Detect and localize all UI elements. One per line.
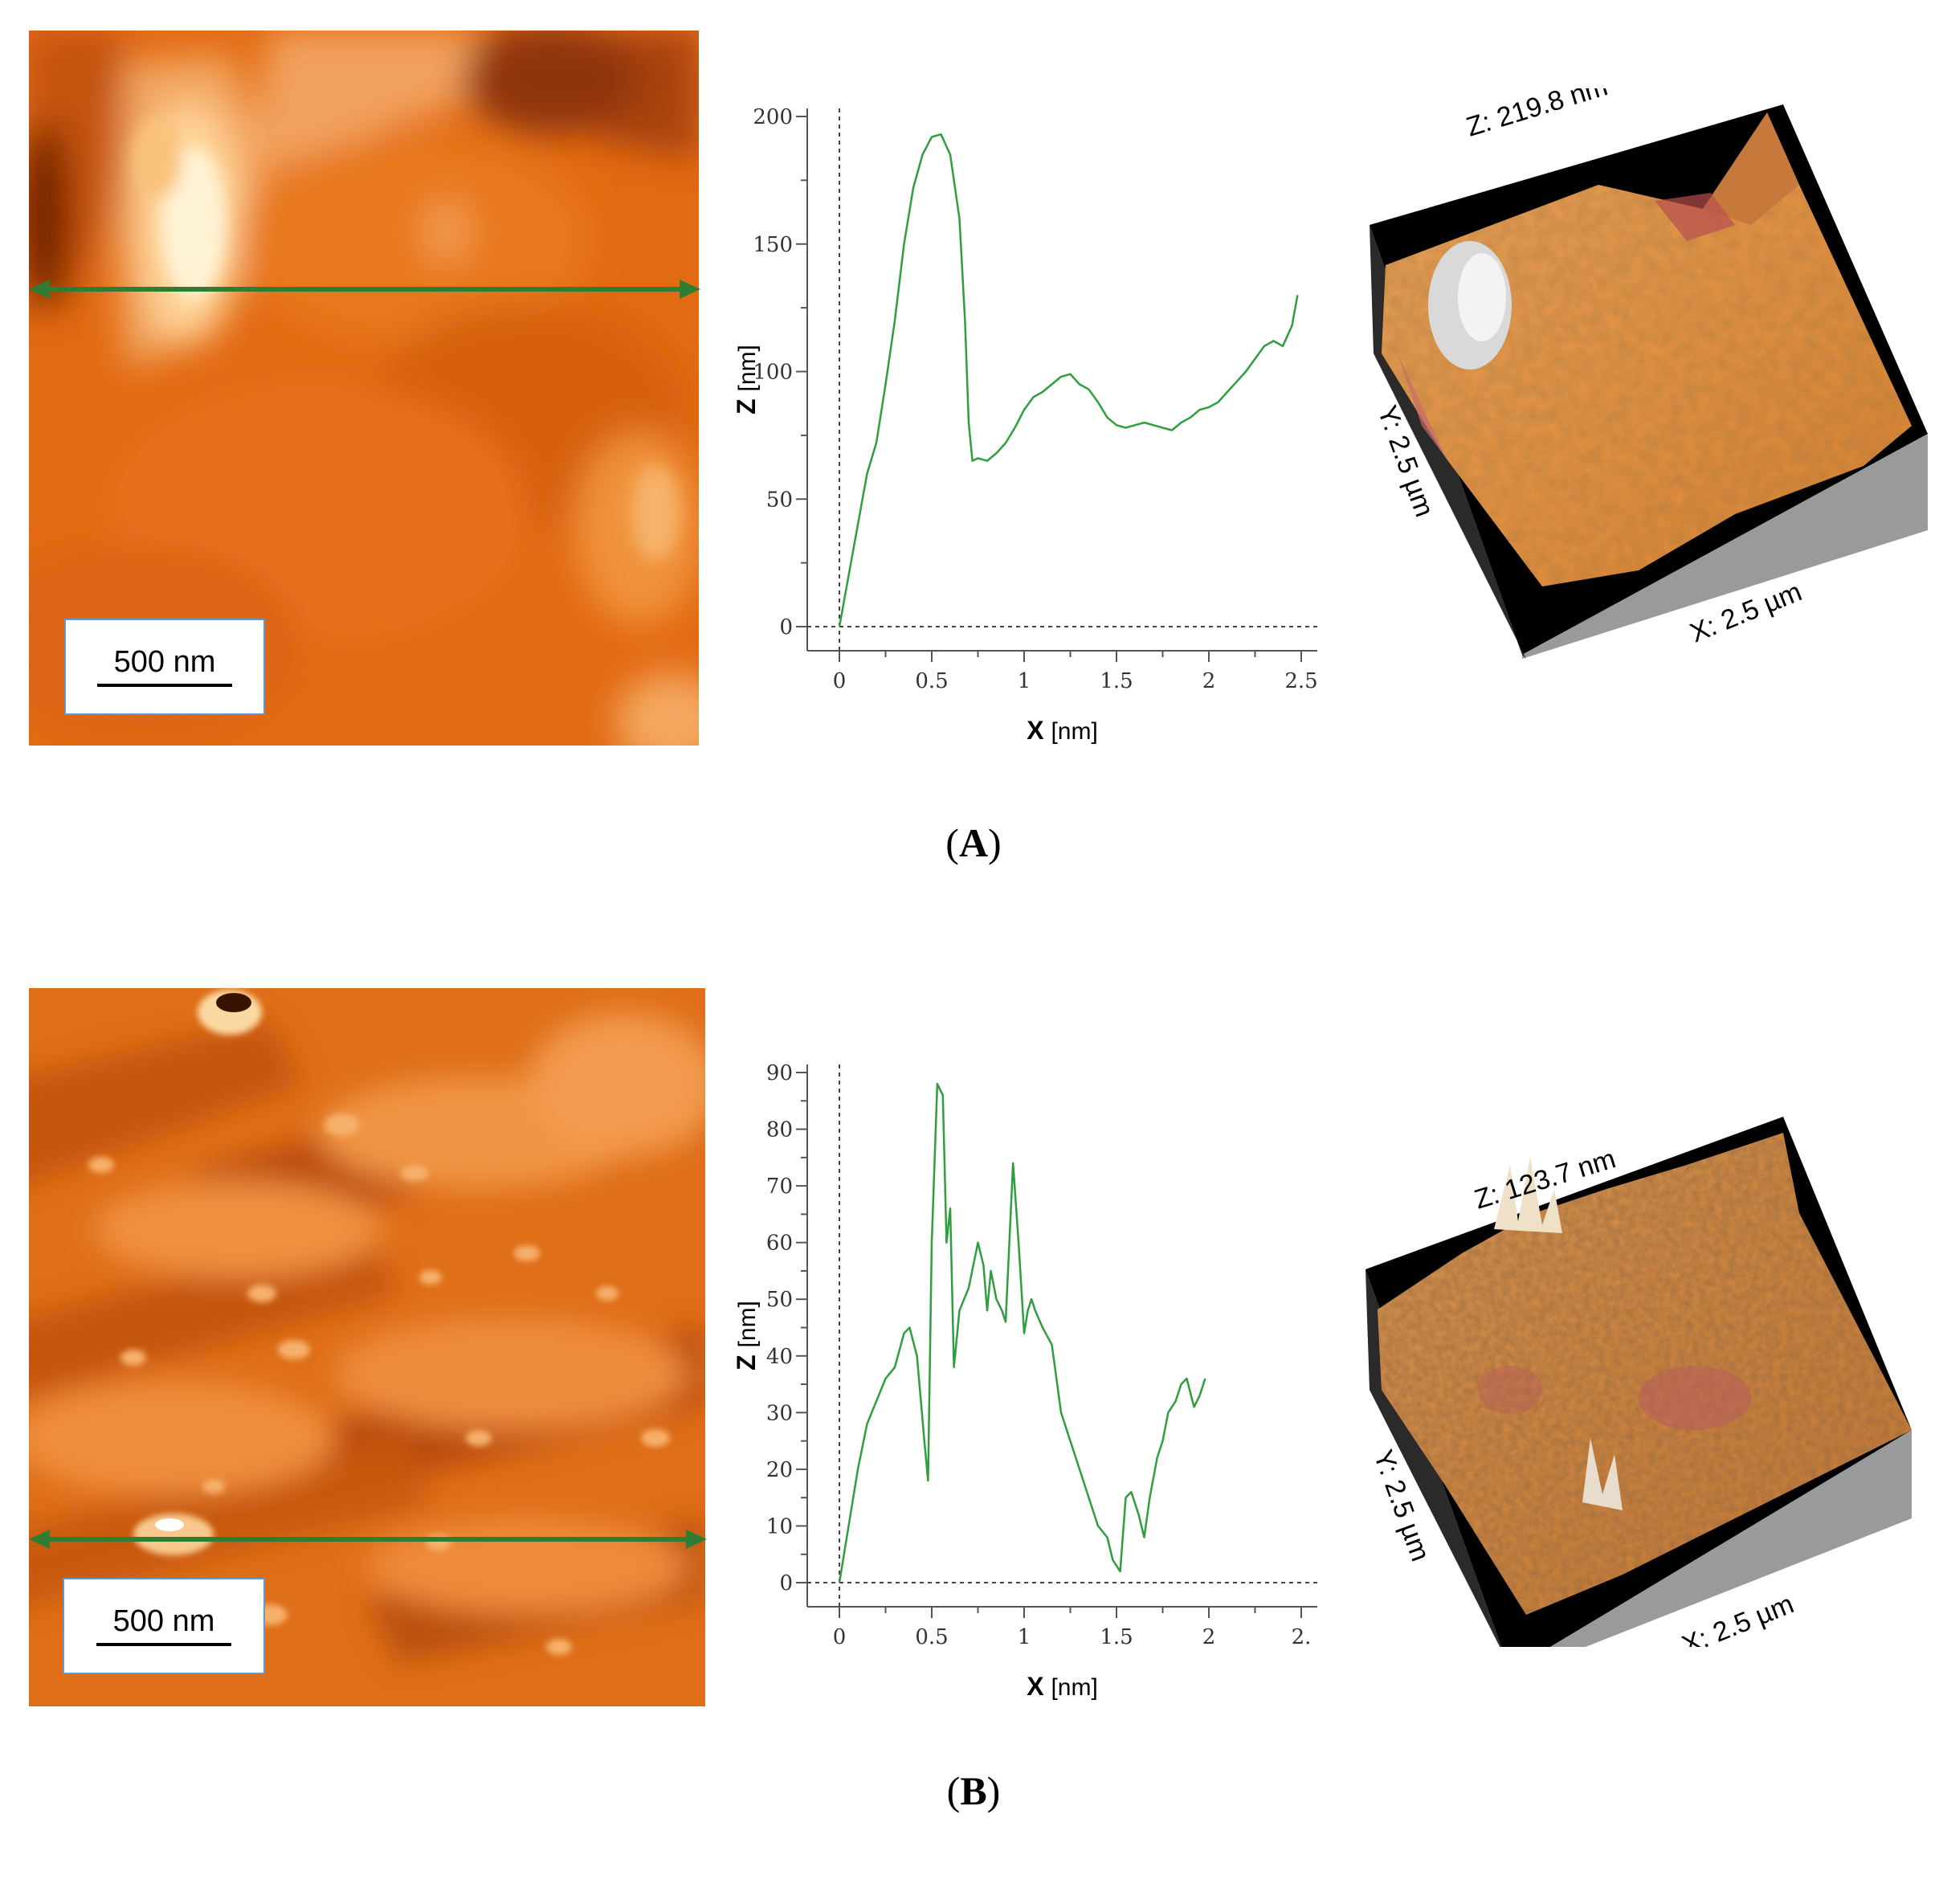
y-axis-title: Z [nm]	[732, 1301, 761, 1371]
scan-line-arrow	[29, 1530, 707, 1549]
y-axis-label: Z	[732, 391, 761, 414]
x-tick-label: 0	[833, 1625, 847, 1649]
height-profile-line	[838, 133, 1299, 627]
afm-3d-perspective: Z: 123.7 nm Y: 2.5 µm X: 2.5 µm	[1365, 1117, 1912, 1647]
scale-bar-label: 500 nm	[112, 1604, 215, 1638]
x-tick-label: 2.5	[1284, 669, 1317, 693]
scale-bar-box: 500 nm	[64, 619, 265, 715]
y-axis-unit: [nm]	[734, 345, 761, 391]
y-tick-label: 0	[779, 1571, 793, 1596]
y-tick-label: 10	[766, 1514, 793, 1538]
y-tick-label: 30	[766, 1401, 793, 1425]
y-tick-label: 50	[766, 1288, 793, 1312]
y-tick-label: 150	[753, 233, 793, 257]
y-axis-title: Z [nm]	[732, 345, 761, 415]
scale-bar	[96, 1643, 231, 1646]
y-tick-label: 90	[766, 1061, 793, 1085]
x-tick-label: 0	[833, 669, 847, 693]
x-tick-label: 2	[1202, 1625, 1216, 1649]
x-tick-label: 1	[1018, 1625, 1031, 1649]
z-range-label: Z: 219.8 nm	[1463, 88, 1611, 143]
panel-a: 500 nm 0 50 100 150 200 0 0.5 1 1.5 2 2.5 X [nm] Z […	[0, 0, 1939, 948]
scale-bar-label: 500 nm	[113, 645, 216, 679]
y-tick-label: 80	[766, 1118, 793, 1142]
x-axis-title: X [nm]	[1027, 716, 1098, 745]
afm-3d-perspective: Z: 219.8 nm Y: 2.5 µm X: 2.5 µm	[1370, 88, 1928, 659]
panel-b: 500 nm 0 10 20 30 40 50 60 70 80 90 0 0.5 1 1.5 2 2. X […	[0, 956, 1939, 1904]
x-axis-unit: [nm]	[1051, 1674, 1097, 1701]
x-tick-label: 0.5	[915, 669, 948, 693]
x-tick-label: 1	[1018, 669, 1031, 693]
y-tick-label: 100	[753, 361, 793, 385]
height-profile-line	[838, 1082, 1206, 1583]
y-tick-label: 40	[766, 1345, 793, 1369]
y-tick-label: 0	[779, 615, 793, 639]
x-tick-label: 0.5	[915, 1625, 948, 1649]
y-tick-label: 60	[766, 1232, 793, 1256]
x-axis-label: X	[1027, 716, 1051, 745]
panel-label-b: (B)	[946, 1768, 1001, 1813]
scale-bar-box: 500 nm	[63, 1578, 265, 1674]
x-tick-label: 2.	[1292, 1625, 1312, 1649]
x-tick-label: 1.5	[1100, 669, 1133, 693]
panel-label-a: (A)	[945, 820, 1002, 865]
x-tick-label: 1.5	[1100, 1625, 1133, 1649]
y-tick-label: 20	[766, 1458, 793, 1482]
afm-height-map	[29, 988, 705, 1706]
x-tick-label: 2	[1202, 669, 1216, 693]
scan-line-arrow	[29, 280, 700, 299]
y-tick-label: 70	[766, 1175, 793, 1199]
y-tick-label: 200	[753, 105, 793, 129]
y-axis-label: Z	[732, 1347, 761, 1370]
x-axis-unit: [nm]	[1051, 718, 1097, 745]
scale-bar	[97, 684, 232, 687]
x-axis-label: X	[1027, 1672, 1051, 1701]
y-axis-unit: [nm]	[734, 1301, 761, 1347]
x-axis-title: X [nm]	[1027, 1672, 1098, 1701]
y-tick-label: 50	[766, 488, 793, 512]
